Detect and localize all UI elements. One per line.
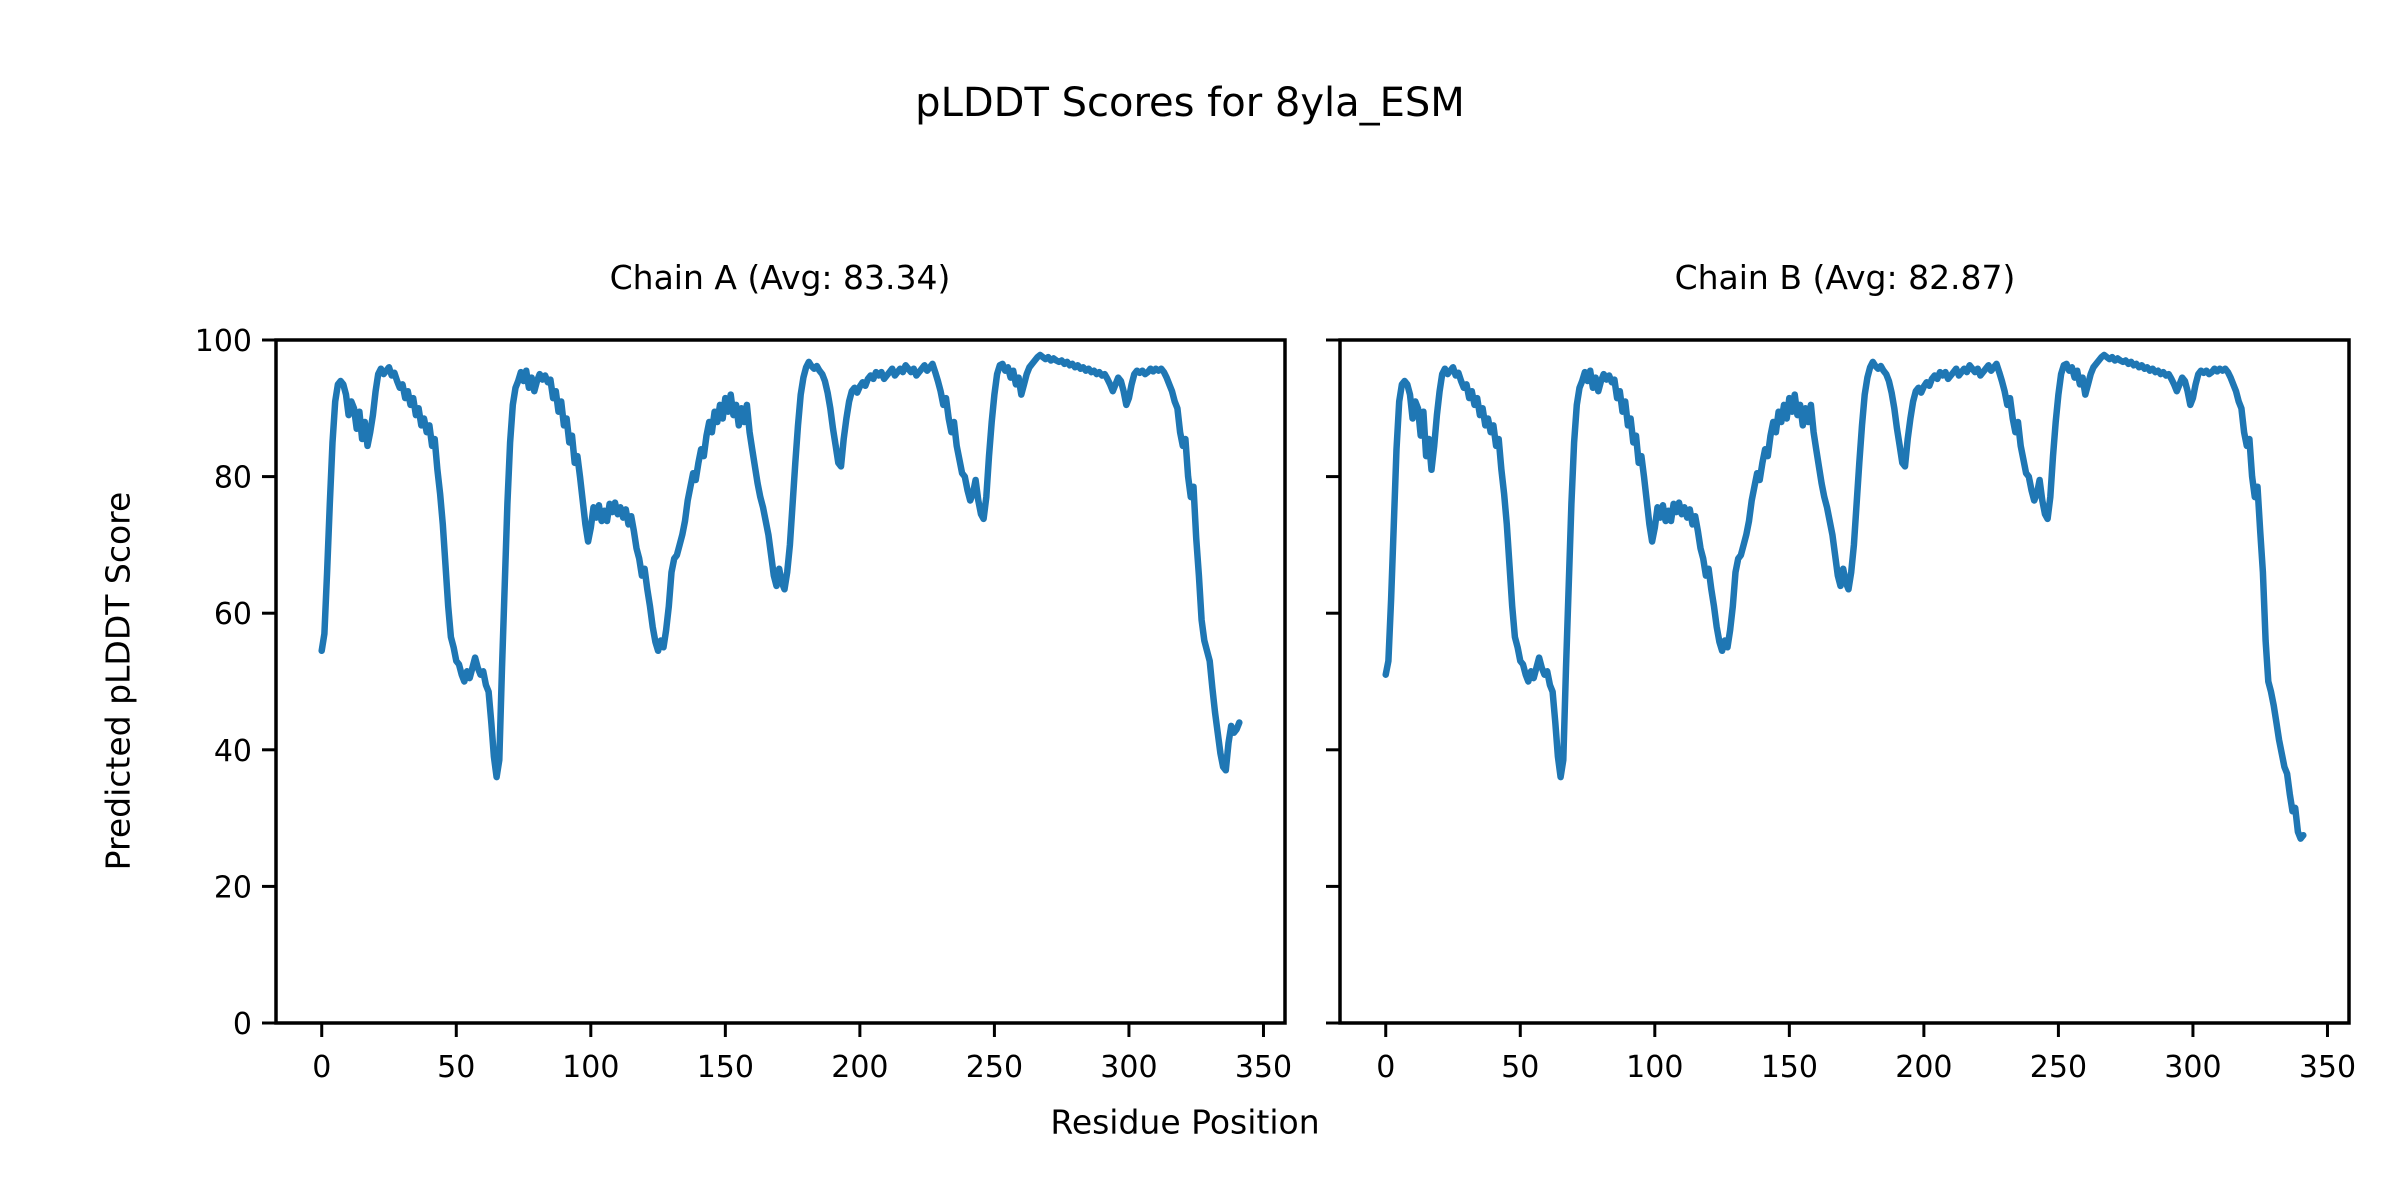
y-tick-label: 0 [233,1007,252,1042]
y-tick-label: 20 [214,870,252,905]
x-tick-label: 250 [966,1050,1023,1085]
plddt-line-chain-a [318,351,1243,781]
figure-title: pLDDT Scores for 8yla_ESM [915,80,1465,126]
chain-b-subplot-title: Chain B (Avg: 82.87) [1674,258,2016,297]
x-tick-label: 50 [1501,1050,1539,1085]
chain-b-axes-frame [1338,338,2351,1025]
chain-a-subplot-title: Chain A (Avg: 83.34) [609,258,951,297]
chain-a-axes-frame [274,338,1287,1025]
y-tick-label: 80 [214,461,252,496]
x-tick-label: 200 [1895,1050,1952,1085]
chain-b-axes: 0 50 100 150 200 250 300 350 [1326,338,2356,1085]
plddt-line-chain-b [1382,351,2307,842]
x-tick-label: 350 [1235,1050,1292,1085]
x-tick-label: 50 [437,1050,475,1085]
x-tick-label: 150 [697,1050,754,1085]
x-tick-label: 100 [562,1050,619,1085]
x-tick-label: 100 [1626,1050,1683,1085]
x-tick-label: 0 [312,1050,331,1085]
x-axis-label: Residue Position [1050,1102,1320,1142]
x-tick-label: 250 [2030,1050,2087,1085]
y-tick-label: 60 [214,597,252,632]
y-tick-label: 100 [195,324,252,359]
x-tick-label: 350 [2299,1050,2356,1085]
x-tick-label: 200 [831,1050,888,1085]
y-tick-label: 40 [214,734,252,769]
chain-a-axes: 0 50 100 150 200 250 300 350 0 20 40 60 80 100 [195,324,1292,1085]
x-tick-label: 150 [1761,1050,1818,1085]
x-tick-label: 300 [1100,1050,1157,1085]
x-tick-label: 300 [2164,1050,2221,1085]
x-tick-label: 0 [1376,1050,1395,1085]
